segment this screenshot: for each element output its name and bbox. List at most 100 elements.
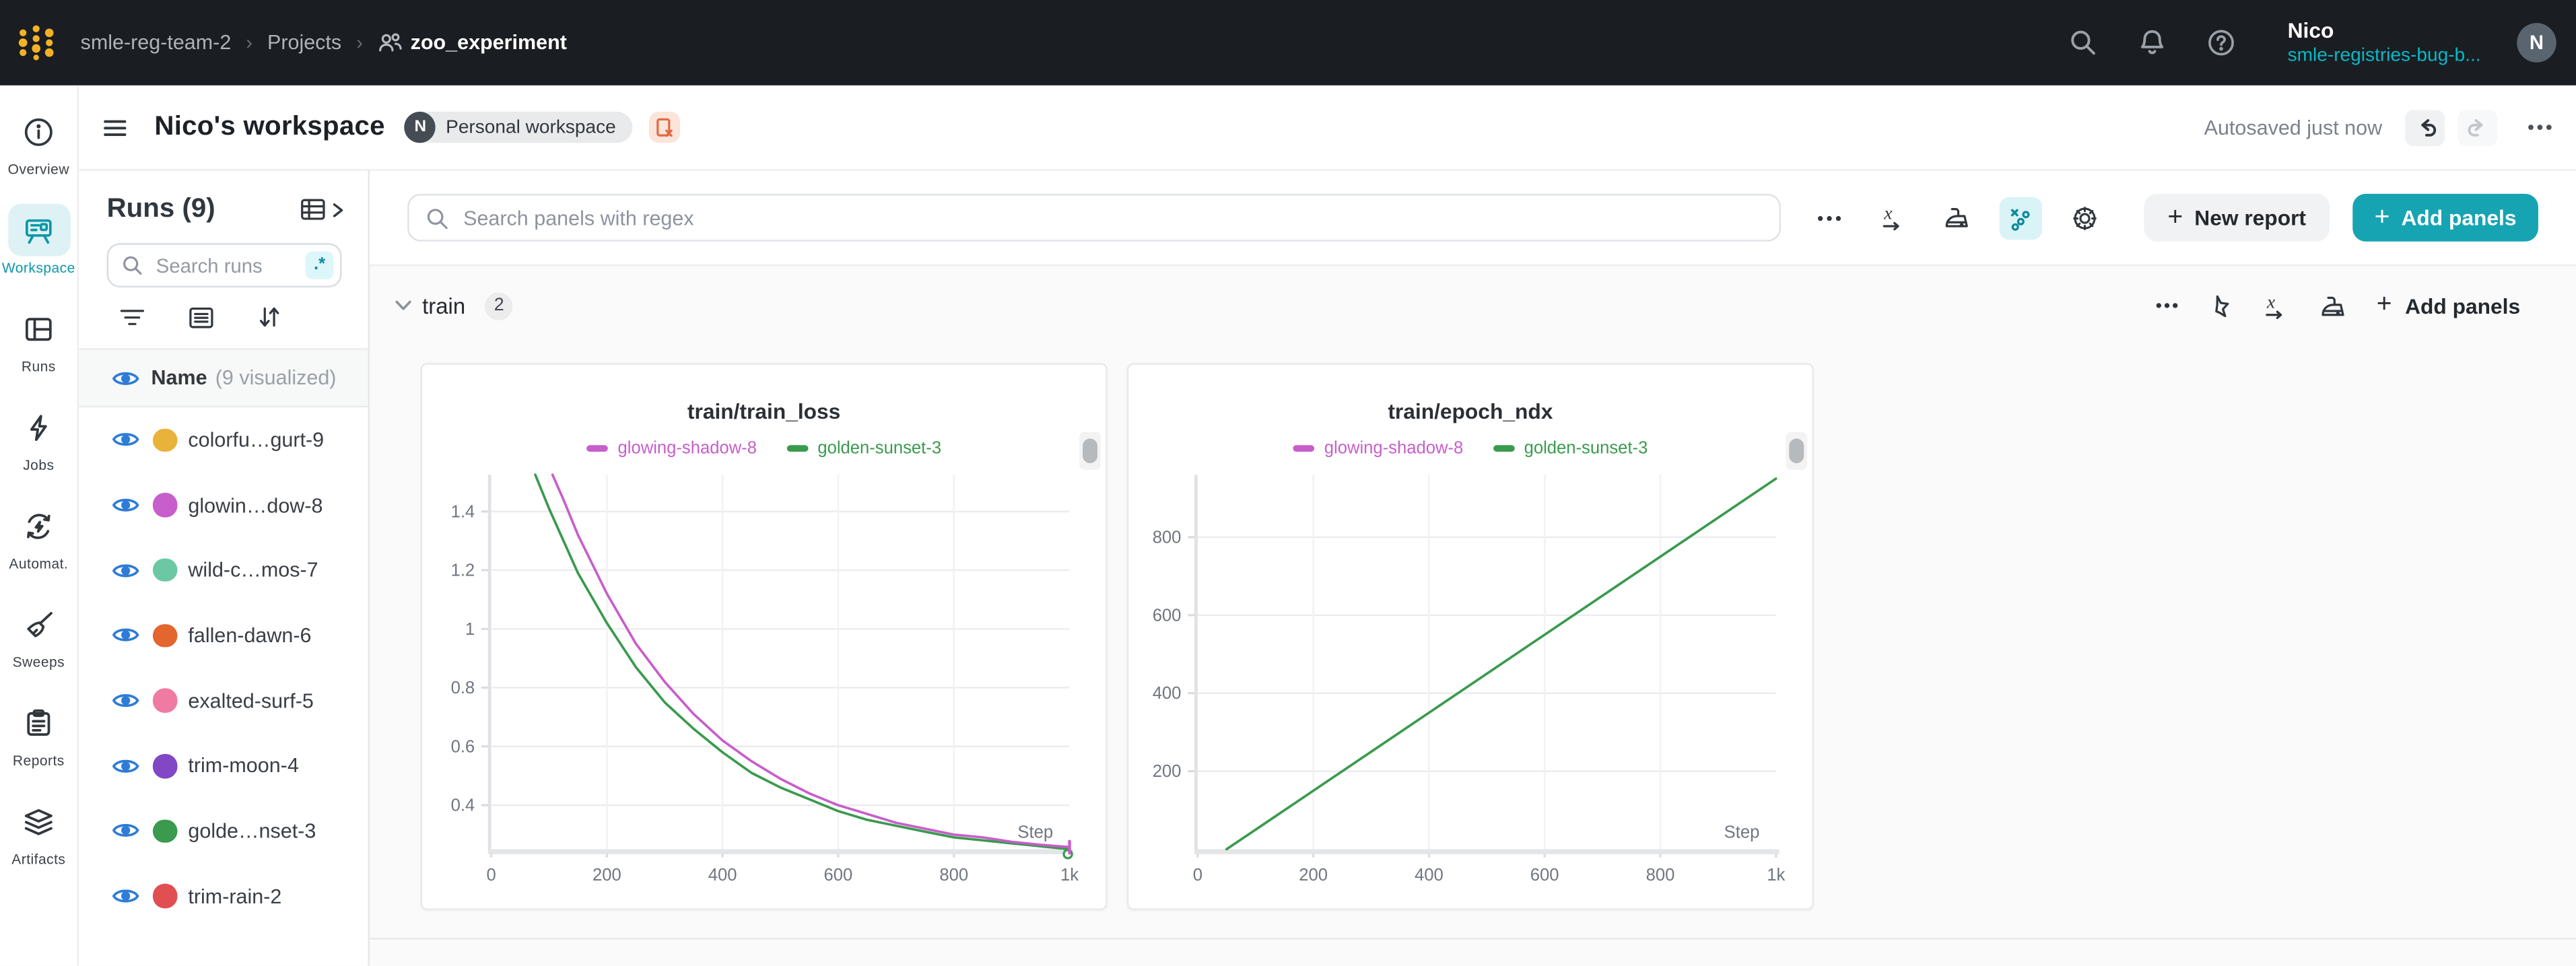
- chart-plot-area[interactable]: 0.4 0.6 0.8 1 1.2 1.4 0 200 400 600 800 1k Step: [422, 365, 1106, 909]
- redo-button[interactable]: [2458, 109, 2497, 145]
- chart-panel-epoch-ndx[interactable]: train/epoch_ndx glowing-shadow-8 golden-s…: [1126, 363, 1814, 910]
- user-team-link[interactable]: smle-registries-bug-b...: [2287, 46, 2481, 66]
- breadcrumb-project[interactable]: zoo_experiment: [378, 31, 567, 55]
- sort-icon[interactable]: [257, 304, 283, 330]
- expand-runs-table-button[interactable]: [299, 195, 345, 223]
- section-collapse-chevron-icon[interactable]: [395, 299, 413, 312]
- legend-dash: [1293, 445, 1315, 452]
- x-axis-settings-icon[interactable]: x: [2260, 291, 2290, 319]
- run-row[interactable]: glowin…dow-8: [79, 473, 368, 538]
- visibility-eye-icon[interactable]: [112, 886, 139, 907]
- run-row[interactable]: trim-rain-2: [79, 864, 368, 929]
- run-row[interactable]: golde…nset-3: [79, 798, 368, 864]
- legend-entry[interactable]: glowing-shadow-8: [1293, 439, 1463, 458]
- legend-entry[interactable]: golden-sunset-3: [786, 439, 941, 458]
- sidebar-item-jobs[interactable]: Jobs: [0, 401, 78, 493]
- section-header-train: train 2 x: [370, 266, 2576, 345]
- sidebar-item-reports[interactable]: Reports: [0, 697, 78, 789]
- smoothing-iron-icon[interactable]: [2317, 291, 2348, 319]
- visibility-eye-icon[interactable]: [112, 429, 139, 451]
- notifications-bell-icon[interactable]: [2136, 26, 2169, 59]
- undo-button[interactable]: [2405, 109, 2445, 145]
- workspace-overflow-menu-icon[interactable]: [2527, 123, 2553, 131]
- svg-text:600: 600: [1530, 866, 1559, 885]
- lightning-icon: [7, 401, 70, 453]
- sidebar-item-runs[interactable]: Runs: [0, 302, 78, 394]
- run-name: golde…nset-3: [188, 819, 316, 843]
- visibility-eye-icon[interactable]: [112, 559, 139, 581]
- run-color-dot: [152, 819, 177, 843]
- run-row[interactable]: fallen-dawn-6: [79, 603, 368, 668]
- svg-text:x: x: [2266, 291, 2275, 311]
- section-name[interactable]: train: [422, 293, 466, 318]
- svg-text:Step: Step: [1724, 823, 1760, 841]
- settings-gear-icon[interactable]: [2064, 197, 2106, 239]
- sidebar-item-artifacts[interactable]: Artifacts: [0, 795, 78, 887]
- visibility-eye-icon[interactable]: [112, 625, 139, 646]
- run-row[interactable]: colorfu…gurt-9: [79, 407, 368, 473]
- sidebar-item-overview[interactable]: Overview: [0, 105, 78, 197]
- toggle-all-visibility-eye-icon[interactable]: [112, 367, 139, 388]
- svg-text:800: 800: [1646, 866, 1675, 885]
- panel-drag-handle[interactable]: [1083, 438, 1097, 464]
- name-column-label: Name: [151, 366, 207, 390]
- section-overflow-menu-icon[interactable]: [2155, 302, 2177, 309]
- svg-text:600: 600: [824, 866, 853, 885]
- menu-hamburger-icon[interactable]: [102, 116, 128, 139]
- legend-entry[interactable]: glowing-shadow-8: [586, 439, 757, 458]
- chevron-right-icon: [333, 202, 343, 217]
- runs-column-header: Name (9 visualized): [79, 348, 368, 408]
- avatar[interactable]: N: [2517, 23, 2556, 63]
- clear-workspace-icon[interactable]: [648, 111, 680, 143]
- svg-text:400: 400: [1153, 684, 1182, 703]
- workspace-type-pill[interactable]: N Personal workspace: [405, 111, 633, 143]
- run-color-dot: [152, 493, 177, 518]
- svg-text:1.4: 1.4: [451, 502, 475, 521]
- run-row[interactable]: wild-c…mos-7: [79, 538, 368, 603]
- panel-drag-handle[interactable]: [1789, 438, 1804, 464]
- breadcrumb-projects[interactable]: Projects: [267, 31, 342, 55]
- panels-overflow-menu-icon[interactable]: [1807, 197, 1850, 239]
- search-icon[interactable]: [2068, 26, 2101, 59]
- page-title: Nico's workspace: [154, 111, 385, 141]
- run-row[interactable]: exalted-surf-5: [79, 668, 368, 734]
- chart-plot-area[interactable]: 200 400 600 800 0 200 400 600 800 1k Step: [1128, 365, 1812, 909]
- run-name: exalted-surf-5: [188, 689, 314, 713]
- sidebar-item-sweeps[interactable]: Sweeps: [0, 598, 78, 690]
- user-menu[interactable]: Nico smle-registries-bug-b...: [2288, 18, 2481, 68]
- visibility-eye-icon[interactable]: [112, 495, 139, 516]
- wandb-logo-icon[interactable]: [13, 20, 59, 65]
- smoothing-iron-icon[interactable]: [1935, 197, 1977, 239]
- x-axis-settings-icon[interactable]: x: [1871, 197, 1913, 239]
- breadcrumb-org[interactable]: smle-reg-team-2: [80, 31, 232, 55]
- sidebar-item-automations[interactable]: Automat.: [0, 499, 78, 592]
- help-icon[interactable]: [2206, 26, 2239, 59]
- run-color-dot: [152, 754, 177, 778]
- regex-toggle[interactable]: .*: [305, 251, 334, 279]
- section-add-panels-button[interactable]: + Add panels: [2377, 291, 2520, 320]
- sparkle-pin-icon[interactable]: [2206, 291, 2232, 319]
- chart-svg[interactable]: 200 400 600 800 0 200 400 600 800 1k Step: [1128, 365, 1815, 912]
- run-name: wild-c…mos-7: [188, 559, 318, 582]
- chart-panel-train-loss[interactable]: train/train_loss glowing-shadow-8 golden-…: [420, 363, 1108, 910]
- plus-icon: +: [2374, 203, 2390, 231]
- run-row[interactable]: trim-moon-4: [79, 733, 368, 798]
- runs-search: .*: [106, 243, 342, 288]
- add-panels-button[interactable]: + Add panels: [2352, 193, 2538, 242]
- panel-search-input[interactable]: [460, 204, 1763, 231]
- visualized-count-label: (9 visualized): [215, 366, 337, 390]
- visibility-eye-icon[interactable]: [112, 367, 139, 388]
- automations-icon: [7, 499, 70, 552]
- outliers-scatter-icon[interactable]: [1999, 196, 2043, 240]
- layers-icon: [7, 795, 70, 848]
- new-report-button[interactable]: + New report: [2144, 193, 2330, 242]
- visibility-eye-icon[interactable]: [112, 690, 139, 712]
- group-list-icon[interactable]: [187, 305, 215, 330]
- filter-icon[interactable]: [118, 305, 146, 330]
- chart-svg[interactable]: 0.4 0.6 0.8 1 1.2 1.4 0 200 400 600 800 1k Step: [422, 365, 1109, 912]
- sidebar-item-workspace[interactable]: Workspace: [0, 203, 78, 296]
- visibility-eye-icon[interactable]: [112, 755, 139, 777]
- runs-search-input[interactable]: [152, 252, 306, 279]
- visibility-eye-icon[interactable]: [112, 821, 139, 842]
- legend-entry[interactable]: golden-sunset-3: [1493, 439, 1648, 458]
